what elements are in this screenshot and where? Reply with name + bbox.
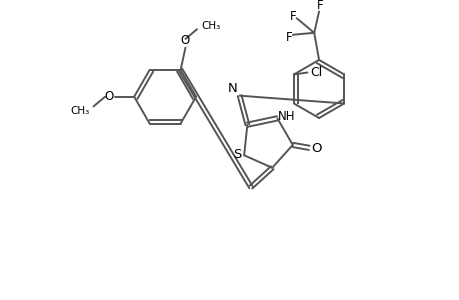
Text: F: F (289, 10, 296, 23)
Text: O: O (311, 142, 322, 155)
Text: NH: NH (277, 110, 294, 123)
Text: CH₃: CH₃ (201, 21, 220, 31)
Text: F: F (316, 0, 323, 12)
Text: CH₃: CH₃ (70, 106, 90, 116)
Text: O: O (180, 34, 190, 47)
Text: O: O (104, 90, 113, 103)
Text: S: S (233, 148, 241, 161)
Text: N: N (228, 82, 237, 95)
Text: F: F (285, 31, 292, 44)
Text: Cl: Cl (309, 66, 322, 79)
